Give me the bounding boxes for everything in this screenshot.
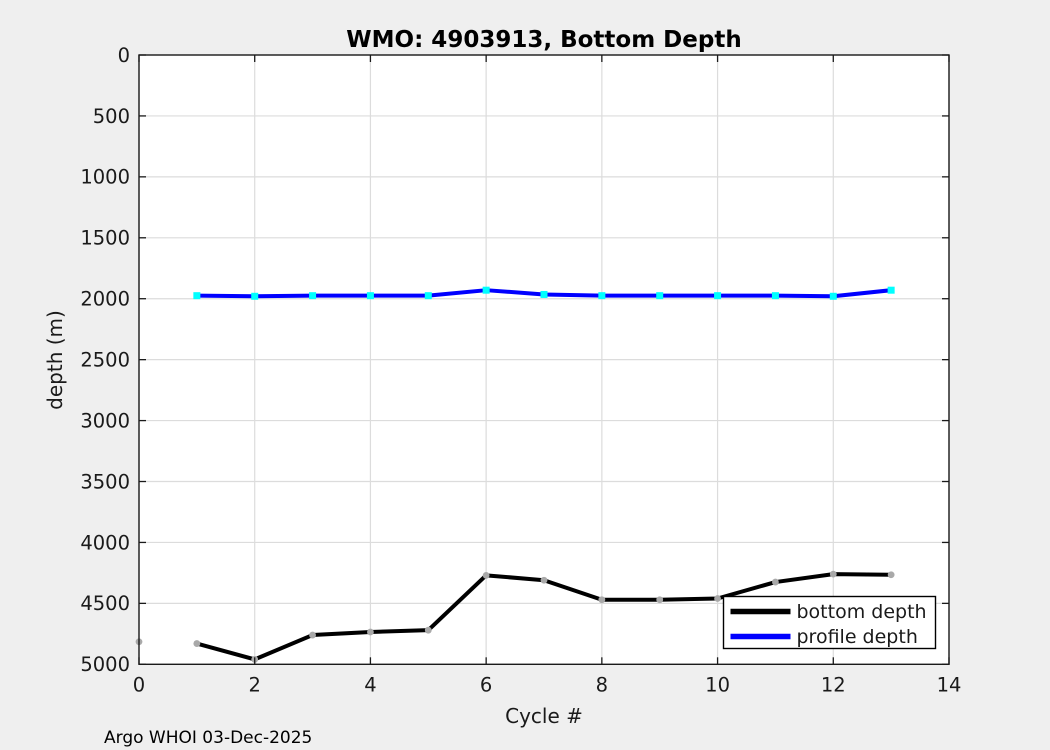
legend-box	[722, 595, 937, 650]
profile-depth-marker	[829, 292, 837, 300]
y-tick-label: 2500	[80, 348, 130, 371]
profile-depth-marker	[714, 292, 722, 300]
bottom-depth-marker	[482, 571, 490, 579]
x-tick-label: 2	[249, 673, 261, 696]
footer-annotation: Argo WHOI 03-Dec-2025	[104, 728, 313, 748]
bottom-depth-marker	[829, 570, 837, 578]
bottom-depth-marker	[540, 576, 548, 584]
profile-depth-marker	[251, 292, 259, 300]
x-tick-label: 8	[596, 673, 608, 696]
y-tick-label: 1500	[80, 227, 130, 250]
y-tick-label: 3500	[80, 470, 130, 493]
y-axis-label: depth (m)	[43, 310, 67, 410]
profile-depth-marker	[309, 292, 317, 300]
x-axis-label: Cycle #	[505, 704, 583, 728]
x-tick-label: 10	[705, 673, 730, 696]
bottom-depth-marker	[772, 578, 779, 586]
profile-depth-marker	[887, 286, 895, 294]
y-tick-label: 0	[118, 44, 130, 67]
x-tick-label: 0	[133, 673, 145, 696]
profile-depth-marker	[193, 292, 201, 300]
x-tick-label: 12	[821, 673, 846, 696]
chart-title: WMO: 4903913, Bottom Depth	[346, 27, 742, 53]
bottom-depth-marker	[656, 596, 664, 604]
bottom-depth-marker	[887, 571, 895, 579]
profile-depth-marker	[424, 292, 432, 300]
bottom-depth-marker	[424, 626, 432, 634]
y-tick-label: 2000	[80, 288, 130, 311]
y-tick-label: 5000	[80, 653, 130, 676]
axis-box	[138, 54, 950, 665]
x-tick-label: 14	[937, 673, 962, 696]
profile-depth-marker	[598, 292, 606, 300]
legend-label: profile depth	[797, 626, 918, 648]
y-tick-label: 4500	[80, 592, 130, 615]
bottom-depth-marker	[367, 628, 374, 636]
x-tick-label: 6	[480, 673, 492, 696]
y-tick-label: 500	[93, 105, 130, 128]
profile-depth-marker	[771, 292, 779, 300]
profile-depth-marker	[482, 286, 490, 294]
bottom-depth-marker	[714, 595, 721, 602]
bottom-depth-marker	[309, 631, 316, 639]
y-tick-label: 3000	[80, 409, 130, 432]
profile-depth-marker	[540, 290, 548, 298]
y-tick-label: 4000	[80, 531, 130, 554]
x-tick-label: 4	[364, 673, 376, 696]
legend-label: bottom depth	[797, 601, 927, 623]
profile-depth-marker	[656, 292, 664, 300]
bottom-depth-marker	[193, 640, 201, 647]
profile-depth-marker	[366, 292, 374, 300]
y-tick-label: 1000	[80, 166, 130, 189]
bottom-depth-marker	[598, 596, 606, 604]
